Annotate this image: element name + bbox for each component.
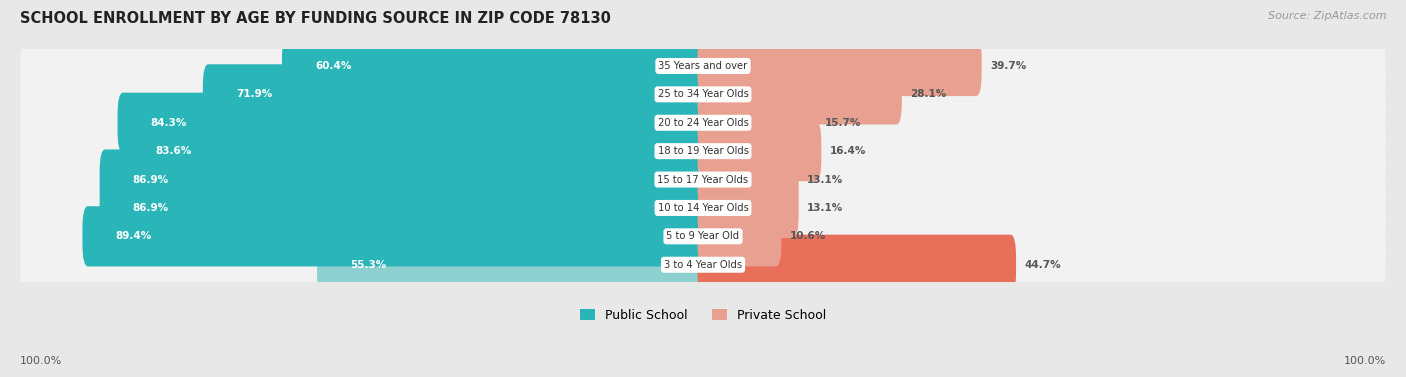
Text: 13.1%: 13.1%: [807, 175, 844, 185]
Text: 86.9%: 86.9%: [132, 203, 169, 213]
Text: 25 to 34 Year Olds: 25 to 34 Year Olds: [658, 89, 748, 100]
FancyBboxPatch shape: [118, 93, 709, 153]
FancyBboxPatch shape: [316, 234, 709, 295]
Text: 10.6%: 10.6%: [790, 231, 825, 241]
Text: 89.4%: 89.4%: [115, 231, 152, 241]
FancyBboxPatch shape: [21, 192, 1385, 281]
FancyBboxPatch shape: [21, 220, 1385, 310]
Text: Source: ZipAtlas.com: Source: ZipAtlas.com: [1268, 11, 1386, 21]
FancyBboxPatch shape: [697, 121, 821, 181]
FancyBboxPatch shape: [697, 234, 1017, 295]
Text: 86.9%: 86.9%: [132, 175, 169, 185]
Text: 15.7%: 15.7%: [825, 118, 860, 128]
FancyBboxPatch shape: [21, 106, 1385, 196]
FancyBboxPatch shape: [697, 93, 817, 153]
FancyBboxPatch shape: [697, 178, 799, 238]
FancyBboxPatch shape: [283, 36, 709, 96]
Text: 100.0%: 100.0%: [1344, 356, 1386, 366]
Text: 20 to 24 Year Olds: 20 to 24 Year Olds: [658, 118, 748, 128]
FancyBboxPatch shape: [100, 149, 709, 210]
Text: 71.9%: 71.9%: [236, 89, 273, 100]
Text: 100.0%: 100.0%: [20, 356, 62, 366]
Text: 60.4%: 60.4%: [315, 61, 352, 71]
Text: 35 Years and over: 35 Years and over: [658, 61, 748, 71]
Text: 18 to 19 Year Olds: 18 to 19 Year Olds: [658, 146, 748, 156]
FancyBboxPatch shape: [21, 163, 1385, 253]
FancyBboxPatch shape: [697, 64, 901, 124]
Text: 84.3%: 84.3%: [150, 118, 187, 128]
Text: 5 to 9 Year Old: 5 to 9 Year Old: [666, 231, 740, 241]
FancyBboxPatch shape: [697, 206, 782, 267]
Text: 55.3%: 55.3%: [350, 260, 387, 270]
Text: 15 to 17 Year Olds: 15 to 17 Year Olds: [658, 175, 748, 185]
Text: 28.1%: 28.1%: [910, 89, 946, 100]
Text: 10 to 14 Year Olds: 10 to 14 Year Olds: [658, 203, 748, 213]
FancyBboxPatch shape: [697, 36, 981, 96]
FancyBboxPatch shape: [202, 64, 709, 124]
FancyBboxPatch shape: [100, 178, 709, 238]
Text: 44.7%: 44.7%: [1025, 260, 1062, 270]
FancyBboxPatch shape: [697, 149, 799, 210]
FancyBboxPatch shape: [122, 121, 709, 181]
Text: 13.1%: 13.1%: [807, 203, 844, 213]
Text: 3 to 4 Year Olds: 3 to 4 Year Olds: [664, 260, 742, 270]
Text: 83.6%: 83.6%: [155, 146, 191, 156]
FancyBboxPatch shape: [21, 21, 1385, 111]
Legend: Public School, Private School: Public School, Private School: [575, 304, 831, 327]
Text: 16.4%: 16.4%: [830, 146, 866, 156]
Text: 39.7%: 39.7%: [990, 61, 1026, 71]
FancyBboxPatch shape: [21, 135, 1385, 224]
FancyBboxPatch shape: [21, 78, 1385, 167]
FancyBboxPatch shape: [21, 50, 1385, 139]
Text: SCHOOL ENROLLMENT BY AGE BY FUNDING SOURCE IN ZIP CODE 78130: SCHOOL ENROLLMENT BY AGE BY FUNDING SOUR…: [20, 11, 610, 26]
FancyBboxPatch shape: [83, 206, 709, 267]
